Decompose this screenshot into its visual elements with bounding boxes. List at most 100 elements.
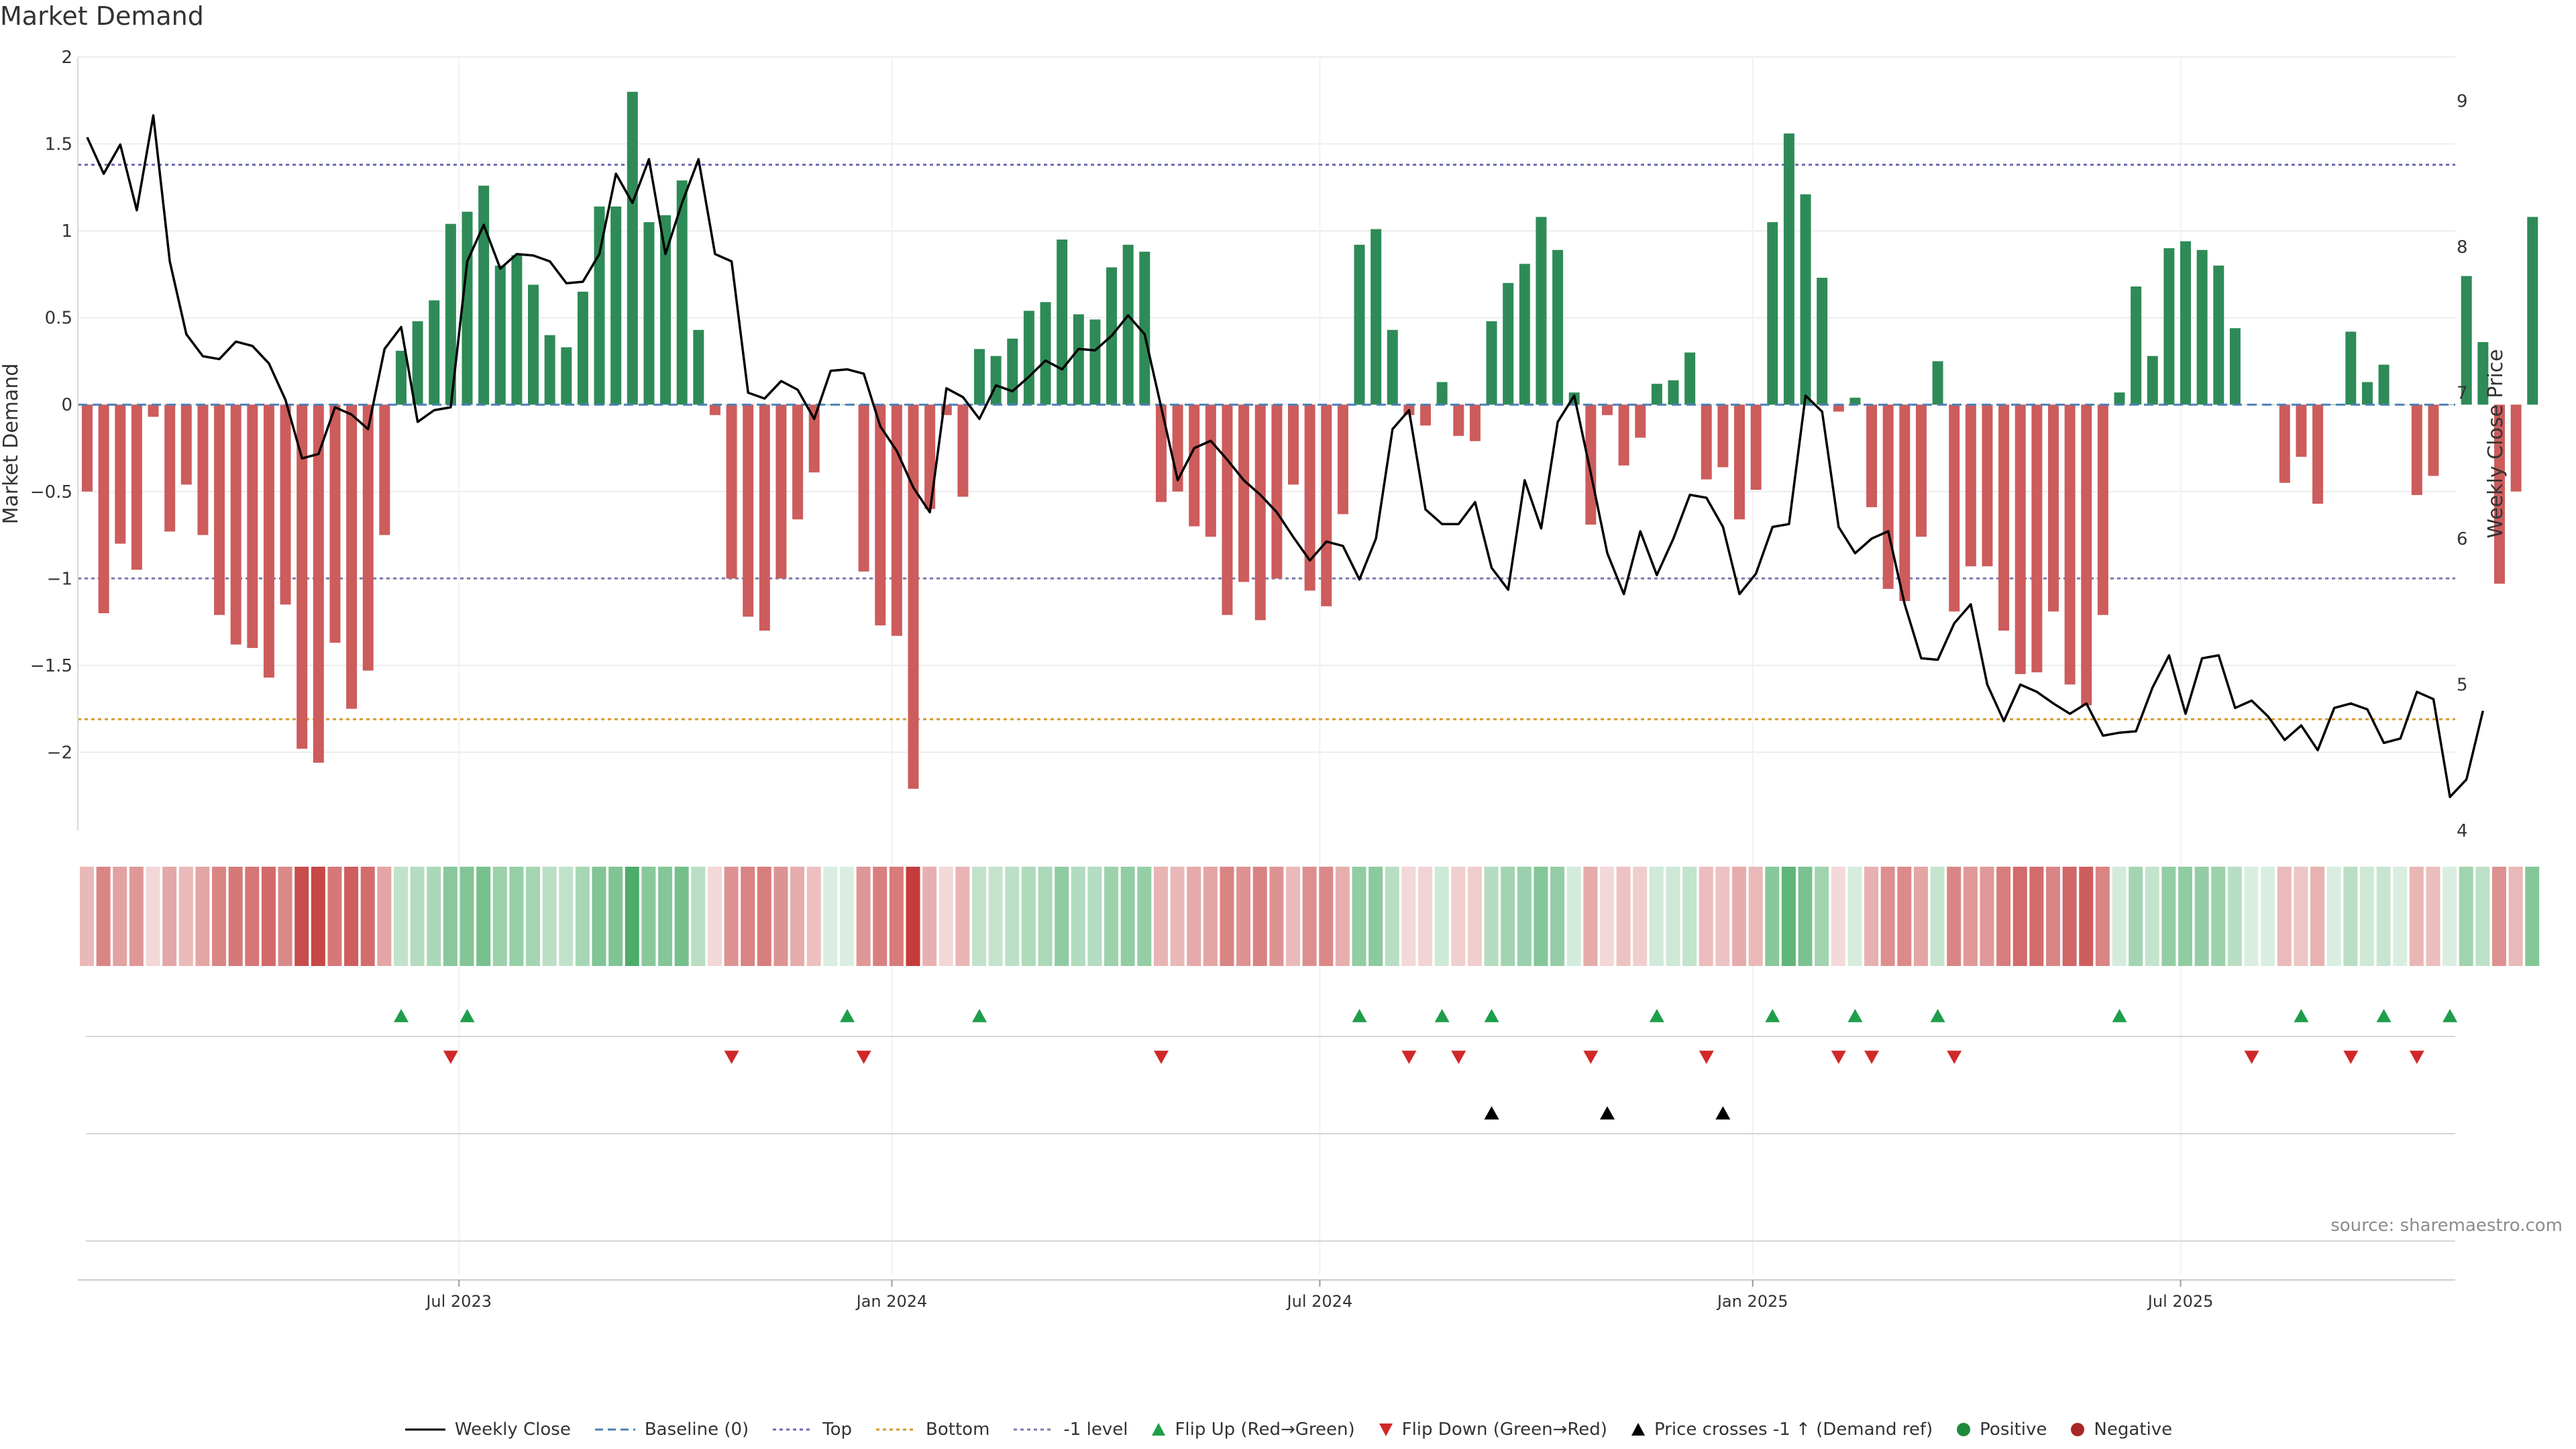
- legend-label: Price crosses -1 ↑ (Demand ref): [1654, 1419, 1933, 1440]
- demand-bar: [2047, 405, 2059, 612]
- demand-bar: [1139, 252, 1150, 405]
- flip-up-marker: [1352, 1009, 1367, 1022]
- heat-cell: [1566, 867, 1581, 966]
- heat-cell: [856, 867, 871, 966]
- y-tick-label: 0.5: [45, 309, 72, 329]
- heat-cell: [393, 867, 408, 966]
- heat-cell: [1947, 867, 1962, 966]
- flip-up-marker: [1765, 1009, 1780, 1022]
- heat-cell: [1501, 867, 1515, 966]
- heat-cell: [195, 867, 210, 966]
- demand-bar: [2345, 331, 2357, 405]
- heat-cell: [1137, 867, 1152, 966]
- heat-cell: [806, 867, 821, 966]
- legend-symbol: [876, 1428, 917, 1431]
- heat-cell: [741, 867, 755, 966]
- demand-bar: [1701, 405, 1712, 480]
- demand-bar: [197, 405, 209, 535]
- heat-cell: [2227, 867, 2242, 966]
- flip-down-marker: [1831, 1051, 1846, 1064]
- demand-bar: [2477, 341, 2489, 405]
- demand-bar: [2163, 248, 2175, 405]
- x-tick-label: Jan 2025: [1716, 1292, 1788, 1311]
- demand-bar: [1899, 405, 1911, 601]
- legend-symbol: [1957, 1423, 1971, 1436]
- demand-bar: [2461, 276, 2472, 405]
- heat-cell: [2525, 867, 2540, 966]
- heat-cell: [1550, 867, 1565, 966]
- heat-cell: [1880, 867, 1895, 966]
- demand-bar: [478, 185, 490, 405]
- demand-bar: [2378, 364, 2390, 405]
- heat-cell: [1930, 867, 1945, 966]
- heat-cell: [674, 867, 689, 966]
- heat-cell: [1666, 867, 1680, 966]
- heat-cell: [1335, 867, 1350, 966]
- y2-tick-label: 4: [2457, 821, 2468, 841]
- legend-symbol: [1152, 1423, 1166, 1436]
- flip-up-marker: [1484, 1009, 1499, 1022]
- demand-bar: [2279, 405, 2290, 483]
- demand-bar: [1932, 361, 1943, 405]
- demand-bar: [1057, 239, 1068, 405]
- heat-cell: [1005, 867, 1020, 966]
- heat-cell: [245, 867, 260, 966]
- heat-cell: [1980, 867, 1994, 966]
- y2-tick-label: 7: [2457, 383, 2468, 403]
- flip-down-marker: [2409, 1051, 2424, 1064]
- legend-item: Baseline (0): [594, 1419, 749, 1440]
- demand-bar: [875, 405, 886, 626]
- heat-cell: [162, 867, 177, 966]
- demand-bar: [1420, 405, 1432, 426]
- heat-cell: [641, 867, 656, 966]
- heat-cell: [2459, 867, 2473, 966]
- demand-bar: [1618, 405, 1629, 466]
- demand-bar: [1783, 133, 1794, 405]
- demand-bar: [1833, 405, 1844, 412]
- demand-bar: [2411, 405, 2422, 495]
- heat-cell: [129, 867, 144, 966]
- heat-cell: [889, 867, 904, 966]
- heat-cell: [526, 867, 541, 966]
- demand-bar: [1436, 382, 1448, 405]
- demand-bar: [1387, 329, 1398, 405]
- demand-heat-strip: [80, 867, 2540, 966]
- demand-bar: [990, 356, 1002, 405]
- heat-cell: [1649, 867, 1664, 966]
- heat-cell: [625, 867, 639, 966]
- demand-bar: [2229, 328, 2241, 405]
- heat-cell: [542, 867, 557, 966]
- heat-cell: [2062, 867, 2077, 966]
- demand-bar: [2114, 392, 2125, 405]
- heat-cell: [212, 867, 227, 966]
- heat-cell: [1715, 867, 1730, 966]
- heat-cell: [2079, 867, 2094, 966]
- demand-bar: [2312, 405, 2324, 504]
- demand-bar: [2361, 382, 2373, 405]
- flip-down-marker: [2343, 1051, 2359, 1064]
- legend-symbol: [594, 1428, 635, 1431]
- demand-bar: [1040, 302, 1051, 405]
- demand-bar: [494, 265, 506, 405]
- heat-cell: [608, 867, 623, 966]
- demand-bar: [1371, 229, 1382, 405]
- heat-cell: [113, 867, 127, 966]
- flip-down-marker: [1864, 1051, 1880, 1064]
- source-note: source: sharemaestro.com: [2330, 1216, 2563, 1236]
- heat-cell: [1897, 867, 1912, 966]
- demand-bar: [775, 405, 787, 579]
- x-tick-label: Jul 2025: [2147, 1292, 2214, 1311]
- demand-bar: [1453, 405, 1464, 436]
- demand-bar: [1122, 244, 1134, 405]
- heat-cell: [1633, 867, 1648, 966]
- weekly-close-line: [86, 114, 2485, 798]
- heat-cell: [2211, 867, 2226, 966]
- heat-cell: [2475, 867, 2490, 966]
- legend-item: Negative: [2070, 1419, 2172, 1440]
- heat-cell: [1120, 867, 1135, 966]
- heat-cell: [1781, 867, 1796, 966]
- heat-cell: [2393, 867, 2408, 966]
- heat-cell: [1302, 867, 1317, 966]
- heat-cell: [1153, 867, 1168, 966]
- demand-bar: [2296, 405, 2307, 457]
